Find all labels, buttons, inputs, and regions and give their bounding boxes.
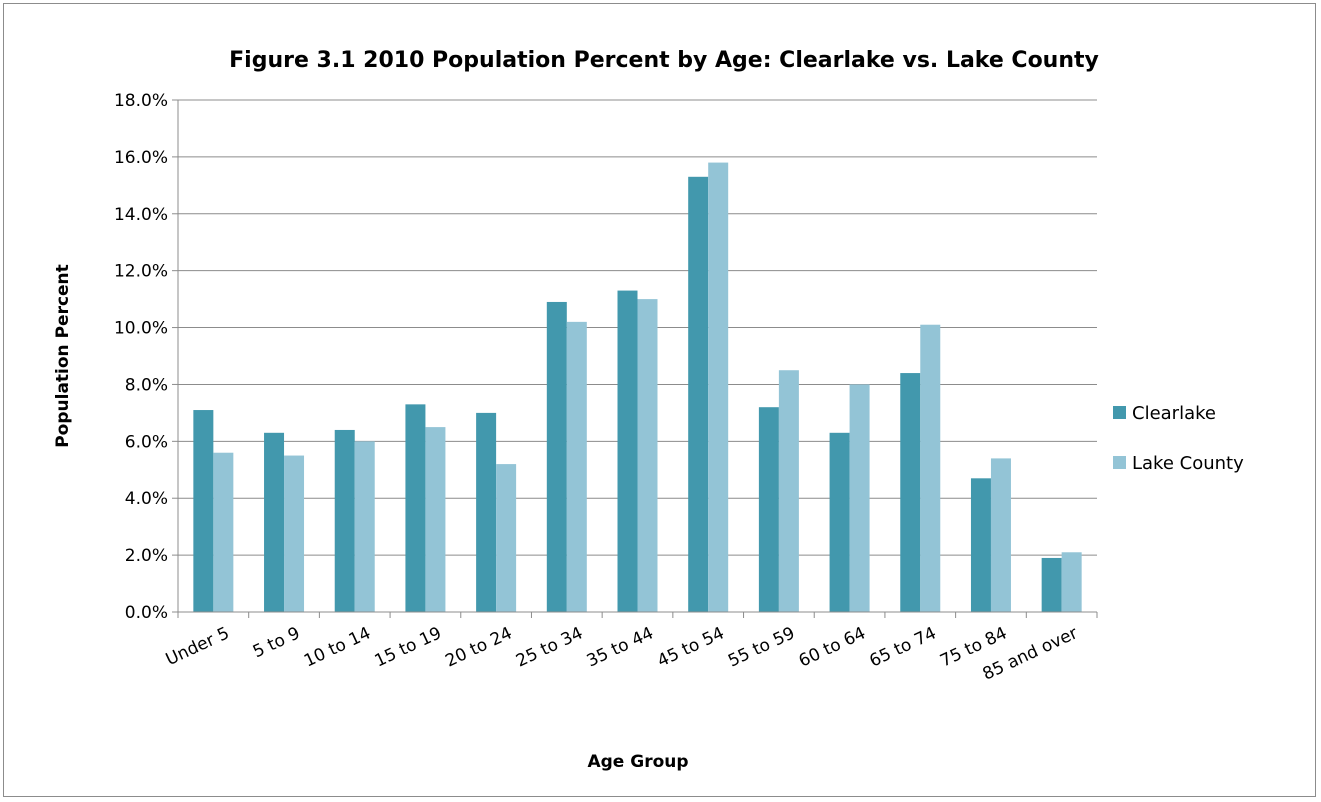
- chart-frame: [3, 3, 1316, 797]
- x-tick-label: 60 to 64: [796, 623, 869, 671]
- y-tick-label: 14.0%: [114, 205, 168, 225]
- y-tick-label: 2.0%: [125, 546, 168, 566]
- y-tick-label: 18.0%: [114, 91, 168, 111]
- bar-clearlake: [334, 429, 355, 612]
- bar-lake-county: [284, 455, 305, 612]
- bar-clearlake: [476, 412, 497, 612]
- bar-lake-county: [213, 452, 234, 612]
- x-tick-label: 5 to 9: [250, 623, 303, 662]
- y-tick-label: 16.0%: [114, 148, 168, 168]
- y-tick-label: 12.0%: [114, 262, 168, 282]
- bar-lake-county: [920, 324, 941, 612]
- y-axis-title: Population Percent: [53, 264, 73, 448]
- bar-clearlake: [758, 407, 779, 612]
- bar-clearlake: [546, 301, 567, 612]
- x-axis-title: Age Group: [587, 752, 688, 772]
- bar-clearlake: [1041, 557, 1062, 612]
- legend: Clearlake Lake County: [1113, 403, 1244, 474]
- x-tick-label: 55 to 59: [725, 623, 798, 671]
- bar-lake-county: [354, 441, 375, 612]
- bar-lake-county: [990, 458, 1011, 612]
- gridlines: [178, 99, 1097, 556]
- legend-swatch: [1113, 456, 1126, 469]
- y-tick-label: 4.0%: [125, 489, 168, 509]
- bar-clearlake: [405, 404, 426, 612]
- x-tick-label: 20 to 24: [442, 623, 515, 671]
- bar-clearlake: [900, 373, 921, 612]
- bar-clearlake: [193, 410, 214, 612]
- legend-label: Lake County: [1132, 453, 1244, 474]
- y-tick-label: 0.0%: [125, 603, 168, 623]
- legend-swatch: [1113, 406, 1126, 419]
- legend-label: Clearlake: [1132, 403, 1216, 424]
- x-tick-label: 25 to 34: [513, 623, 586, 671]
- bar-lake-county: [778, 370, 799, 612]
- bar-lake-county: [708, 162, 729, 613]
- bar-clearlake: [617, 290, 638, 612]
- y-axis-ticks: 0.0% 2.0% 4.0% 6.0% 8.0% 10.0% 12.0% 14.0% 16.0%…: [114, 91, 179, 623]
- bar-lake-county: [849, 384, 870, 612]
- bar-clearlake: [688, 176, 709, 613]
- y-tick-label: 8.0%: [125, 375, 168, 395]
- bar-clearlake: [264, 432, 285, 612]
- x-tick-label: 15 to 19: [372, 623, 445, 671]
- bar-clearlake: [829, 432, 850, 612]
- x-tick-label: 45 to 54: [654, 623, 727, 671]
- chart-title: Figure 3.1 2010 Population Percent by Ag…: [229, 48, 1099, 73]
- y-tick-label: 6.0%: [125, 432, 168, 452]
- bar-lake-county: [637, 299, 658, 612]
- bars: [193, 162, 1082, 613]
- x-tick-label: 35 to 44: [584, 623, 657, 671]
- x-tick-label: 10 to 14: [301, 623, 374, 671]
- bar-lake-county: [496, 464, 517, 612]
- x-tick-label: 65 to 74: [867, 623, 940, 671]
- x-tick-label: Under 5: [163, 623, 233, 670]
- bar-lake-county: [1061, 552, 1082, 612]
- bar-clearlake: [970, 478, 991, 612]
- bar-lake-county: [425, 427, 446, 612]
- y-tick-label: 10.0%: [114, 319, 168, 339]
- bar-lake-county: [566, 321, 587, 612]
